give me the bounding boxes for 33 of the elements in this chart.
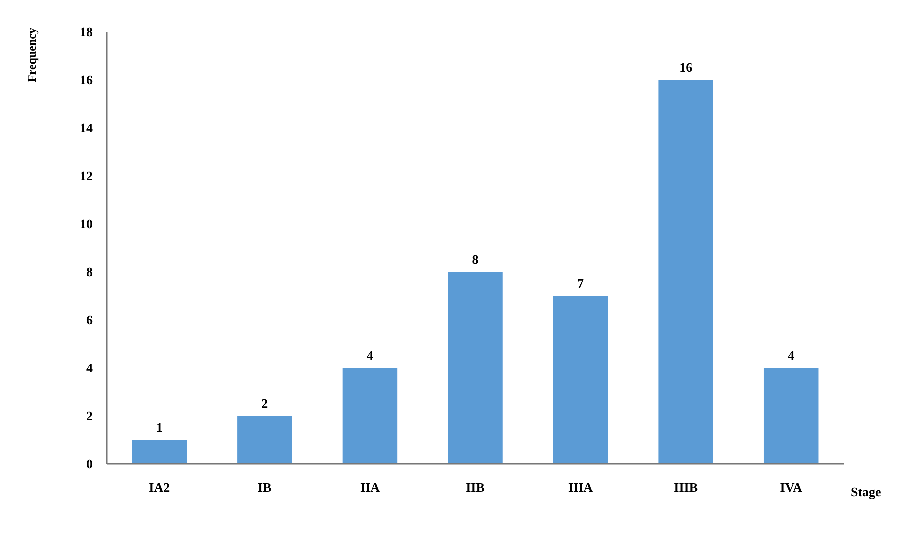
- bar: [132, 440, 188, 464]
- bar: [448, 272, 503, 464]
- y-tick-label: 16: [80, 72, 94, 88]
- bar: [553, 296, 608, 464]
- data-label: 16: [680, 60, 694, 75]
- y-tick-label: 14: [80, 120, 94, 136]
- y-tick-label: 18: [80, 24, 94, 40]
- y-tick-label: 8: [86, 264, 94, 280]
- data-label: 8: [472, 252, 480, 267]
- y-tick-label: 2: [86, 408, 93, 424]
- x-tick-label: IVA: [780, 480, 804, 495]
- data-label: 2: [262, 396, 268, 411]
- x-tick-label: IIIA: [568, 480, 594, 495]
- data-label: 4: [788, 348, 796, 363]
- bar: [238, 416, 292, 464]
- data-label: 4: [366, 348, 374, 363]
- x-tick-label: IIA: [360, 480, 381, 495]
- y-tick-label: 10: [80, 216, 93, 232]
- y-axis-title: Frequency: [25, 28, 39, 82]
- y-tick-label: 6: [86, 312, 94, 328]
- bar: [342, 368, 398, 464]
- x-tick-label: IIB: [466, 480, 486, 495]
- y-tick-label: 12: [80, 168, 93, 184]
- y-tick-label: 0: [86, 456, 93, 472]
- data-label: 1: [156, 420, 163, 435]
- bar: [658, 80, 714, 464]
- x-tick-label: IB: [258, 480, 272, 495]
- x-tick-label: IA2: [149, 480, 170, 495]
- bar: [764, 368, 819, 464]
- data-label: 7: [578, 276, 585, 291]
- x-axis-title: Stage: [851, 484, 882, 500]
- x-tick-label: IIIB: [674, 480, 698, 495]
- y-tick-label: 4: [86, 360, 94, 376]
